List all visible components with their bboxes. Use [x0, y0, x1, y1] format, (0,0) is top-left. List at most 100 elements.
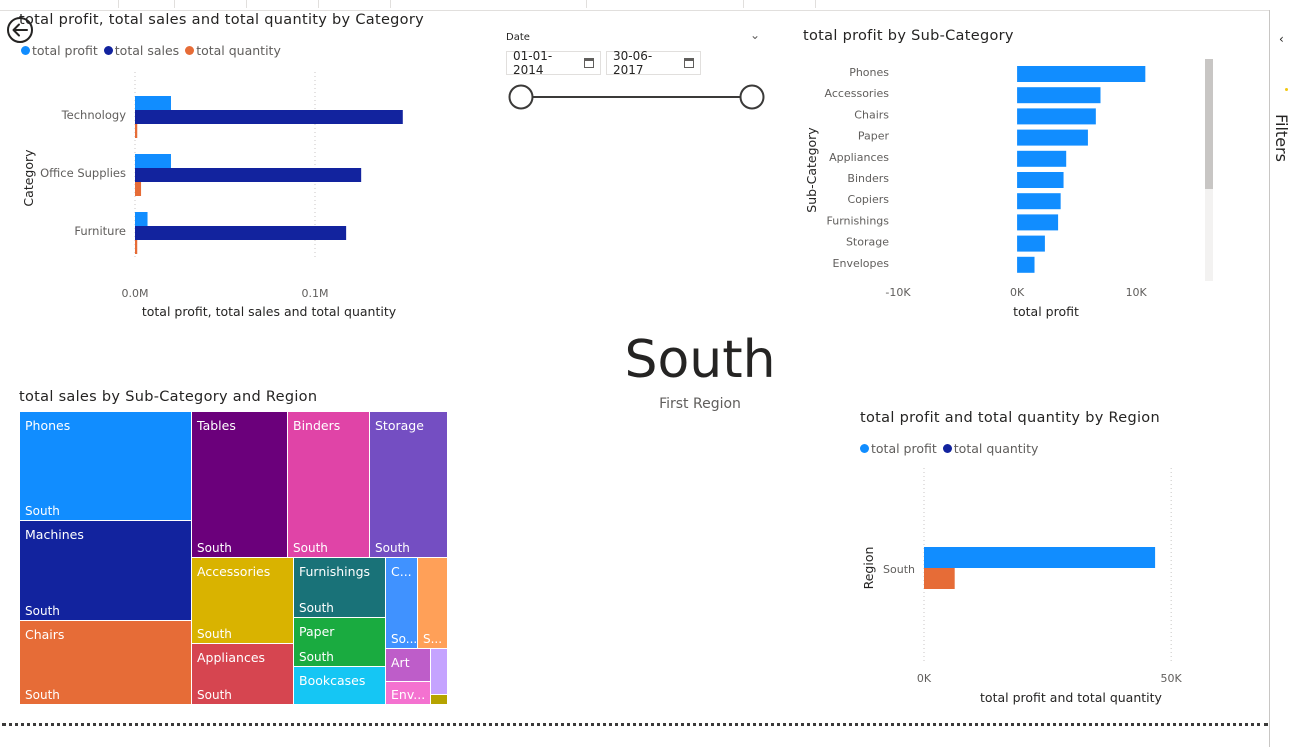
- treemap-tile[interactable]: C... So...: [385, 557, 418, 649]
- tile-region: South: [197, 627, 232, 641]
- bar-total-profit: [1017, 150, 1067, 167]
- filter-indicator-dot: [1285, 88, 1288, 91]
- top-toolbar-strip: [0, 0, 1270, 11]
- x-axis-title: total profit and total quantity: [980, 690, 1163, 705]
- card-label: First Region: [659, 396, 741, 412]
- treemap-tile[interactable]: Machines South: [19, 520, 192, 621]
- legend-item-total-profit[interactable]: total profit: [860, 441, 937, 456]
- toolbar-divider: [815, 0, 816, 8]
- y-tick-label: Accessories: [825, 87, 890, 100]
- tile-region: South: [293, 541, 328, 555]
- y-tick-label: Furniture: [74, 224, 126, 238]
- tile-label: Accessories: [197, 564, 271, 579]
- slider-end-handle[interactable]: [739, 84, 765, 110]
- sales-treemap[interactable]: Phones South Machines South Chairs South Ta…: [19, 411, 448, 705]
- legend-label: total quantity: [196, 43, 281, 58]
- tile-region: South: [197, 541, 232, 555]
- region-chart-legend: total profit total quantity: [860, 441, 1038, 456]
- filters-pane-collapsed[interactable]: ‹ Filters: [1269, 10, 1289, 747]
- treemap-tile[interactable]: [430, 694, 448, 705]
- toolbar-divider: [246, 0, 247, 8]
- legend-item-total-sales[interactable]: total sales: [103, 43, 180, 58]
- bar-total-profit: [1017, 66, 1146, 82]
- tile-region: South: [299, 601, 334, 615]
- treemap-tile[interactable]: Art: [385, 648, 431, 682]
- y-tick-label: Paper: [858, 130, 890, 143]
- bar-total-profit: [1017, 129, 1088, 146]
- start-date-input[interactable]: 01-01-2014: [506, 49, 601, 77]
- x-tick-label: 0K: [917, 672, 932, 685]
- region-chart-title: total profit and total quantity by Regio…: [860, 410, 1160, 426]
- treemap-tile[interactable]: Appliances South: [191, 643, 294, 705]
- treemap-tile[interactable]: Chairs South: [19, 620, 192, 705]
- tile-label: Phones: [25, 418, 71, 433]
- x-axis-title: total profit, total sales and total quan…: [142, 304, 397, 319]
- page-boundary: [2, 723, 1268, 726]
- treemap-tile[interactable]: Phones South: [19, 411, 192, 521]
- legend-swatch: [103, 46, 113, 55]
- treemap-tile[interactable]: Accessories South: [191, 557, 294, 644]
- legend-item-total-quantity[interactable]: total quantity: [185, 43, 281, 58]
- scrollbar-thumb[interactable]: [1205, 59, 1213, 189]
- calendar-icon[interactable]: [583, 58, 594, 68]
- filters-pane-label[interactable]: Filters: [1272, 114, 1289, 162]
- date-range-slider[interactable]: [500, 80, 780, 114]
- category-bar-chart[interactable]: 0.0M 0.1M Technology Office Supplies Furnitu…: [0, 60, 430, 330]
- end-date-value: 30-06-2017: [613, 49, 653, 77]
- legend-swatch: [185, 46, 195, 55]
- x-tick-label: 10K: [1126, 286, 1148, 299]
- treemap-tile[interactable]: S...: [417, 557, 448, 649]
- bar-total-profit: [1017, 214, 1059, 231]
- tile-region: So...: [391, 632, 418, 646]
- bar-total-profit: [1017, 235, 1045, 252]
- toolbar-divider: [118, 0, 119, 8]
- treemap-tile[interactable]: Tables South: [191, 411, 288, 558]
- treemap-tile[interactable]: [430, 648, 448, 695]
- back-arrow-icon[interactable]: [6, 16, 34, 44]
- bar-total-sales: [135, 168, 362, 182]
- treemap-title: total sales by Sub-Category and Region: [19, 389, 318, 405]
- tile-region: South: [25, 604, 60, 618]
- bar-total-sales: [135, 226, 347, 240]
- tile-region: South: [25, 688, 60, 702]
- y-axis-title: Sub-Category: [804, 127, 819, 213]
- x-tick-label: -10K: [885, 286, 911, 299]
- bar-total-profit: [1017, 87, 1101, 104]
- tile-label: Env...: [391, 687, 426, 702]
- x-tick-label: 50K: [1161, 672, 1183, 685]
- end-date-input[interactable]: 30-06-2017: [606, 49, 701, 77]
- region-bar-chart[interactable]: 0K 50K South total profit and total quantit…: [850, 458, 1210, 713]
- card-value: South: [624, 330, 776, 390]
- bar-total-sales: [135, 110, 403, 124]
- tile-label: Bookcases: [299, 673, 366, 688]
- calendar-icon[interactable]: [683, 58, 694, 68]
- slider-start-handle[interactable]: [508, 84, 534, 110]
- bar-total-profit: [1017, 193, 1061, 210]
- tile-label: Storage: [375, 418, 424, 433]
- legend-item-total-profit[interactable]: total profit: [21, 43, 98, 58]
- chevron-down-icon[interactable]: ⌄: [750, 28, 761, 42]
- treemap-tile[interactable]: Env...: [385, 681, 431, 705]
- legend-label: total sales: [114, 43, 180, 58]
- tile-region: S...: [423, 632, 443, 646]
- treemap-tile[interactable]: Bookcases: [293, 666, 386, 705]
- y-tick-label: Envelopes: [833, 257, 890, 270]
- bar-total-profit: [135, 212, 148, 226]
- treemap-tile[interactable]: Storage South: [369, 411, 448, 558]
- legend-swatch: [942, 444, 952, 453]
- treemap-tile[interactable]: Furnishings South: [293, 557, 386, 618]
- y-tick-label: Storage: [846, 236, 889, 249]
- chevron-left-icon[interactable]: ‹: [1279, 32, 1284, 46]
- subcategory-bar-chart[interactable]: Phones Accessories Chairs Paper Appliances Bi…: [795, 55, 1220, 330]
- subcategory-chart-title: total profit by Sub-Category: [803, 28, 1014, 44]
- treemap-tile[interactable]: Paper South: [293, 617, 386, 667]
- y-tick-label: Chairs: [854, 108, 889, 121]
- y-tick-label: South: [883, 563, 915, 576]
- tile-region: South: [375, 541, 410, 555]
- bar-total-profit: [135, 154, 171, 168]
- bar-total-profit: [1017, 108, 1096, 125]
- legend-item-total-quantity[interactable]: total quantity: [942, 441, 1038, 456]
- toolbar-divider: [743, 0, 744, 8]
- treemap-tile[interactable]: Binders South: [287, 411, 370, 558]
- y-axis-title: Region: [861, 547, 876, 590]
